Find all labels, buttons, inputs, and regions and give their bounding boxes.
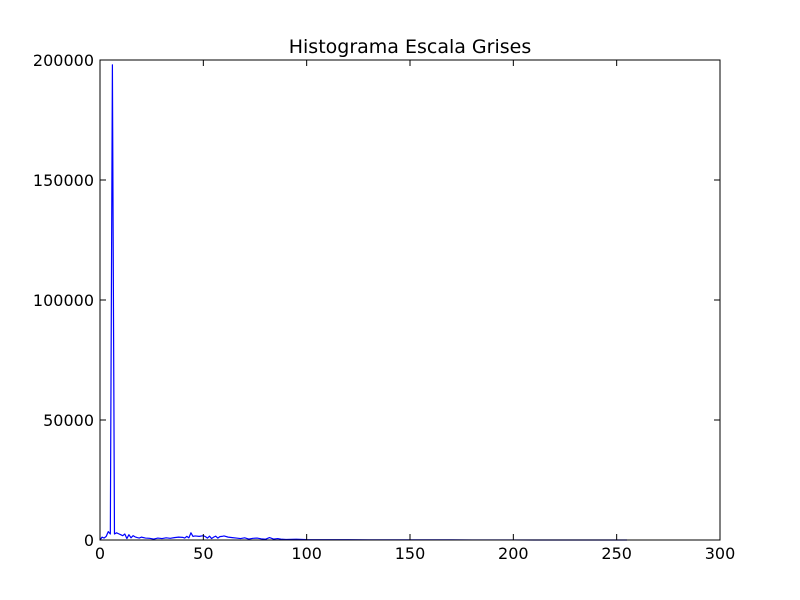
y-tick-label: 50000	[43, 411, 94, 430]
plot-area: 0 50 100 150 200 250 300 0 50000 100000 150000 2000…	[33, 51, 735, 563]
chart-title: Histograma Escala Grises	[289, 36, 532, 58]
y-tick-label: 0	[84, 531, 94, 550]
x-tick-label: 250	[601, 544, 632, 563]
y-tick-label: 100000	[33, 291, 94, 310]
axes-frame	[99, 59, 721, 541]
series-line-0	[99, 64, 627, 541]
x-tick-label: 100	[291, 544, 322, 563]
x-tick-label: 50	[193, 544, 213, 563]
y-tick-label: 200000	[33, 51, 94, 70]
x-tick-label: 300	[705, 544, 736, 563]
y-tick-label: 150000	[33, 171, 94, 190]
x-tick-label: 200	[498, 544, 529, 563]
x-tick-label: 0	[95, 544, 105, 563]
x-tick-label: 150	[395, 544, 426, 563]
